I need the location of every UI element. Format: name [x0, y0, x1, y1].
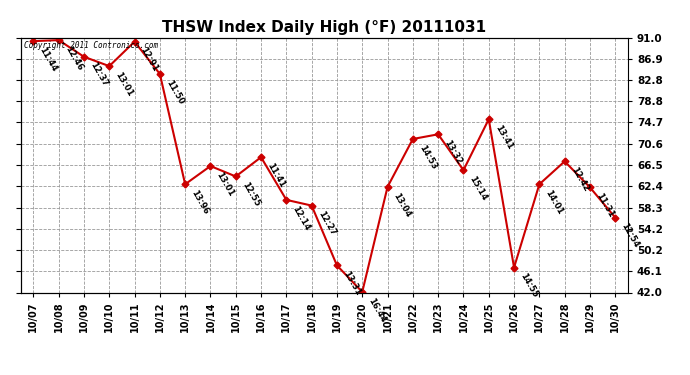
Text: 11:50: 11:50	[164, 78, 185, 106]
Text: 12:91: 12:91	[139, 46, 160, 74]
Text: 13:04: 13:04	[392, 191, 413, 219]
Text: Copyright 2011 Contronico.com: Copyright 2011 Contronico.com	[23, 41, 158, 50]
Text: 13:41: 13:41	[493, 123, 514, 151]
Text: 14:53: 14:53	[417, 143, 438, 171]
Text: 11:31: 11:31	[594, 192, 615, 219]
Text: 12:46: 12:46	[63, 44, 84, 72]
Text: 13:32: 13:32	[442, 138, 464, 166]
Text: 13:01: 13:01	[215, 170, 236, 198]
Text: 12:54: 12:54	[620, 222, 640, 249]
Title: THSW Index Daily High (°F) 20111031: THSW Index Daily High (°F) 20111031	[162, 20, 486, 35]
Text: 13:01: 13:01	[113, 70, 135, 98]
Text: 12:37: 12:37	[88, 61, 109, 88]
Text: 13:31: 13:31	[341, 270, 362, 297]
Text: 13:96: 13:96	[189, 188, 210, 216]
Text: 12:55: 12:55	[240, 181, 261, 209]
Text: 12:14: 12:14	[290, 204, 312, 232]
Text: 16:44: 16:44	[366, 296, 388, 324]
Text: 12:27: 12:27	[316, 210, 337, 237]
Text: 15:14: 15:14	[468, 174, 489, 202]
Text: 11:44: 11:44	[37, 45, 59, 73]
Text: 14:01: 14:01	[544, 188, 564, 216]
Text: 14:55: 14:55	[518, 272, 540, 300]
Text: 12:42: 12:42	[569, 165, 590, 193]
Text: 11:41: 11:41	[265, 161, 286, 189]
